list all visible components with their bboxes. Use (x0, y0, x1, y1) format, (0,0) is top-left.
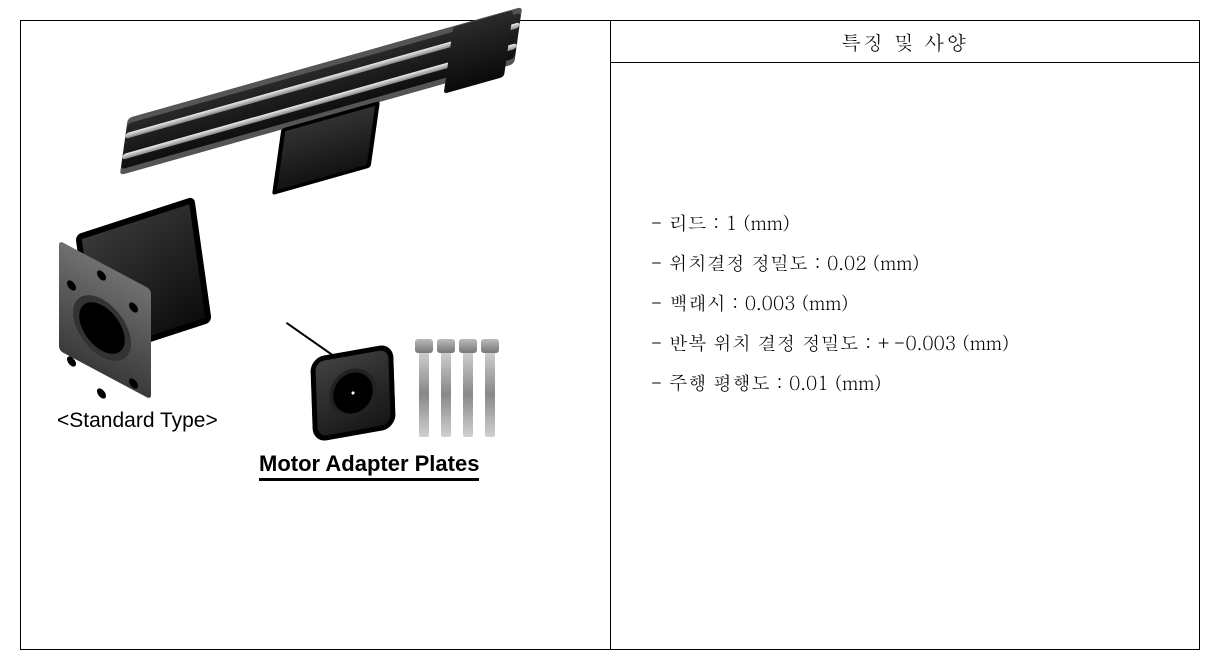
spec-body-cell: - 리드 : 1 (mm) - 위치결정 정밀도 : 0.02 (mm) - 백… (610, 63, 1200, 650)
spec-unit: (mm) (835, 369, 881, 396)
spec-value: 1 (726, 209, 737, 236)
spec-table: <Standard Type> Motor Adapter Plates 특징 … (20, 20, 1200, 650)
spec-item: - 반복 위치 결정 정밀도 : +-0.003 (mm) (651, 323, 1170, 363)
spec-header: 특징 및 사양 (611, 21, 1200, 62)
spec-header-cell: 특징 및 사양 (610, 21, 1200, 63)
callout-line (286, 322, 336, 358)
screw-icon (441, 351, 451, 437)
spec-label: 위치결정 정밀도 (669, 249, 808, 276)
rail-endcap (444, 10, 514, 94)
adapter-plate (310, 343, 396, 442)
spec-unit: (mm) (743, 209, 789, 236)
product-image-cell: <Standard Type> Motor Adapter Plates (21, 21, 611, 650)
screw-icon (419, 351, 429, 437)
spec-label: 백래시 (669, 289, 726, 316)
spec-value: 0.003 (745, 289, 796, 316)
product-illustration: <Standard Type> Motor Adapter Plates (21, 21, 610, 649)
spec-item: - 위치결정 정밀도 : 0.02 (mm) (651, 243, 1170, 283)
spec-unit: (mm) (873, 249, 919, 276)
spec-label: 주행 평행도 (669, 369, 770, 396)
spec-item: - 주행 평행도 : 0.01 (mm) (651, 363, 1170, 403)
spec-value: +-0.003 (878, 329, 957, 356)
spec-item: - 백래시 : 0.003 (mm) (651, 283, 1170, 323)
caption-adapter-plate: Motor Adapter Plates (259, 451, 479, 481)
spec-label: 반복 위치 결정 정밀도 (669, 329, 859, 356)
spec-unit: (mm) (963, 329, 1009, 356)
spec-value: 0.01 (789, 369, 829, 396)
spec-value: 0.02 (827, 249, 867, 276)
screw-icon (485, 351, 495, 437)
spec-label: 리드 (669, 209, 707, 236)
bolt-hole-icon (97, 387, 106, 401)
spec-list: - 리드 : 1 (mm) - 위치결정 정밀도 : 0.02 (mm) - 백… (611, 63, 1200, 649)
caption-standard-type: <Standard Type> (57, 409, 218, 433)
spec-item: - 리드 : 1 (mm) (651, 203, 1170, 243)
spec-unit: (mm) (802, 289, 848, 316)
screw-icon (463, 351, 473, 437)
